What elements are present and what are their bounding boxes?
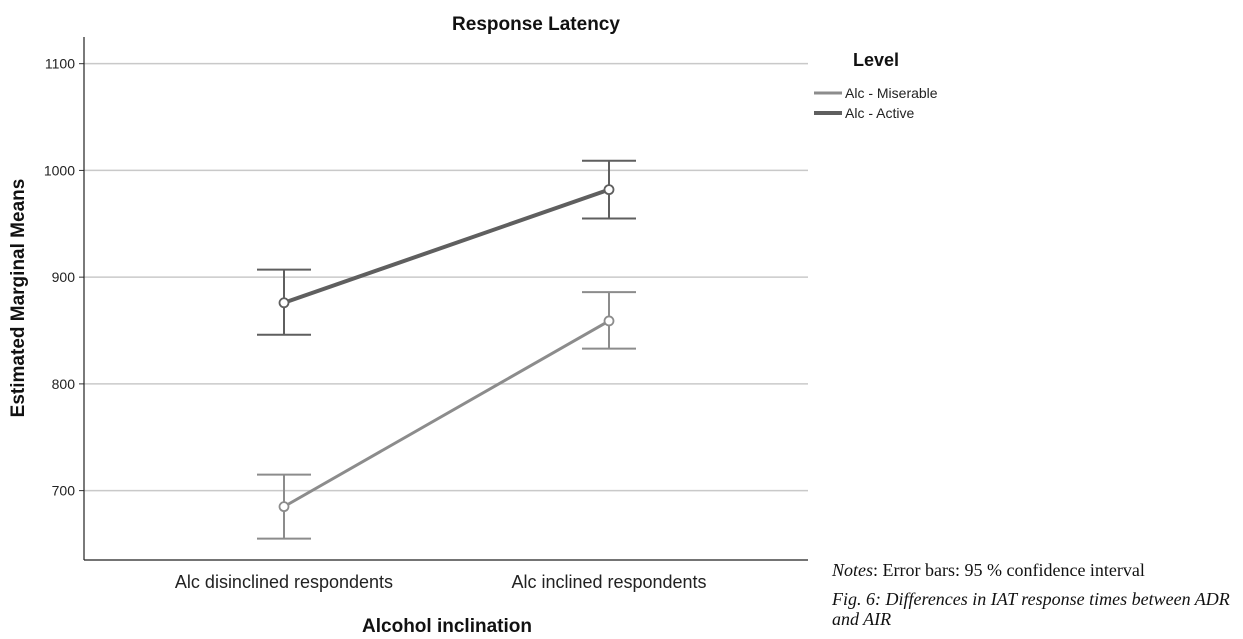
y-tick-label: 900 [52, 269, 76, 285]
notes-text: : Error bars: 95 % confidence interval [873, 560, 1145, 580]
legend-item: Alc - Active [814, 105, 914, 121]
notes-line: Notes: Error bars: 95 % confidence inter… [832, 560, 1242, 581]
y-tick-label: 700 [52, 483, 76, 499]
data-point [278, 297, 290, 309]
x-axis-title: Alcohol inclination [362, 616, 532, 637]
data-point [603, 315, 615, 327]
legend-label: Alc - Miserable [845, 85, 938, 101]
y-tick-label: 1000 [44, 162, 75, 178]
legend: Alc - Miserable Alc - Active [814, 85, 938, 121]
x-axis-categories: Alc disinclined respondents Alc inclined … [175, 572, 707, 592]
series-group [257, 159, 636, 540]
data-point [278, 501, 290, 513]
data-point [603, 184, 615, 196]
x-category-label: Alc disinclined respondents [175, 572, 393, 592]
y-tick-label: 800 [52, 376, 76, 392]
legend-item: Alc - Miserable [814, 85, 938, 101]
chart-title: Response Latency [452, 14, 620, 35]
legend-title: Level [853, 50, 899, 70]
notes-block: Notes: Error bars: 95 % confidence inter… [832, 560, 1242, 638]
x-category-label: Alc inclined respondents [511, 572, 706, 592]
y-tick-label: 1100 [45, 56, 75, 72]
series-line [283, 187, 610, 305]
y-axis-title: Estimated Marginal Means [8, 179, 29, 418]
gridlines [84, 62, 808, 492]
series-line [283, 319, 610, 508]
series-1 [257, 159, 636, 336]
series-0 [257, 291, 636, 540]
figure-caption: Fig. 6: Differences in IAT response time… [832, 588, 1230, 630]
y-axis-ticks: 700 800 900 1000 1100 [44, 56, 84, 499]
notes-label: Notes [832, 560, 874, 580]
legend-label: Alc - Active [845, 105, 914, 121]
